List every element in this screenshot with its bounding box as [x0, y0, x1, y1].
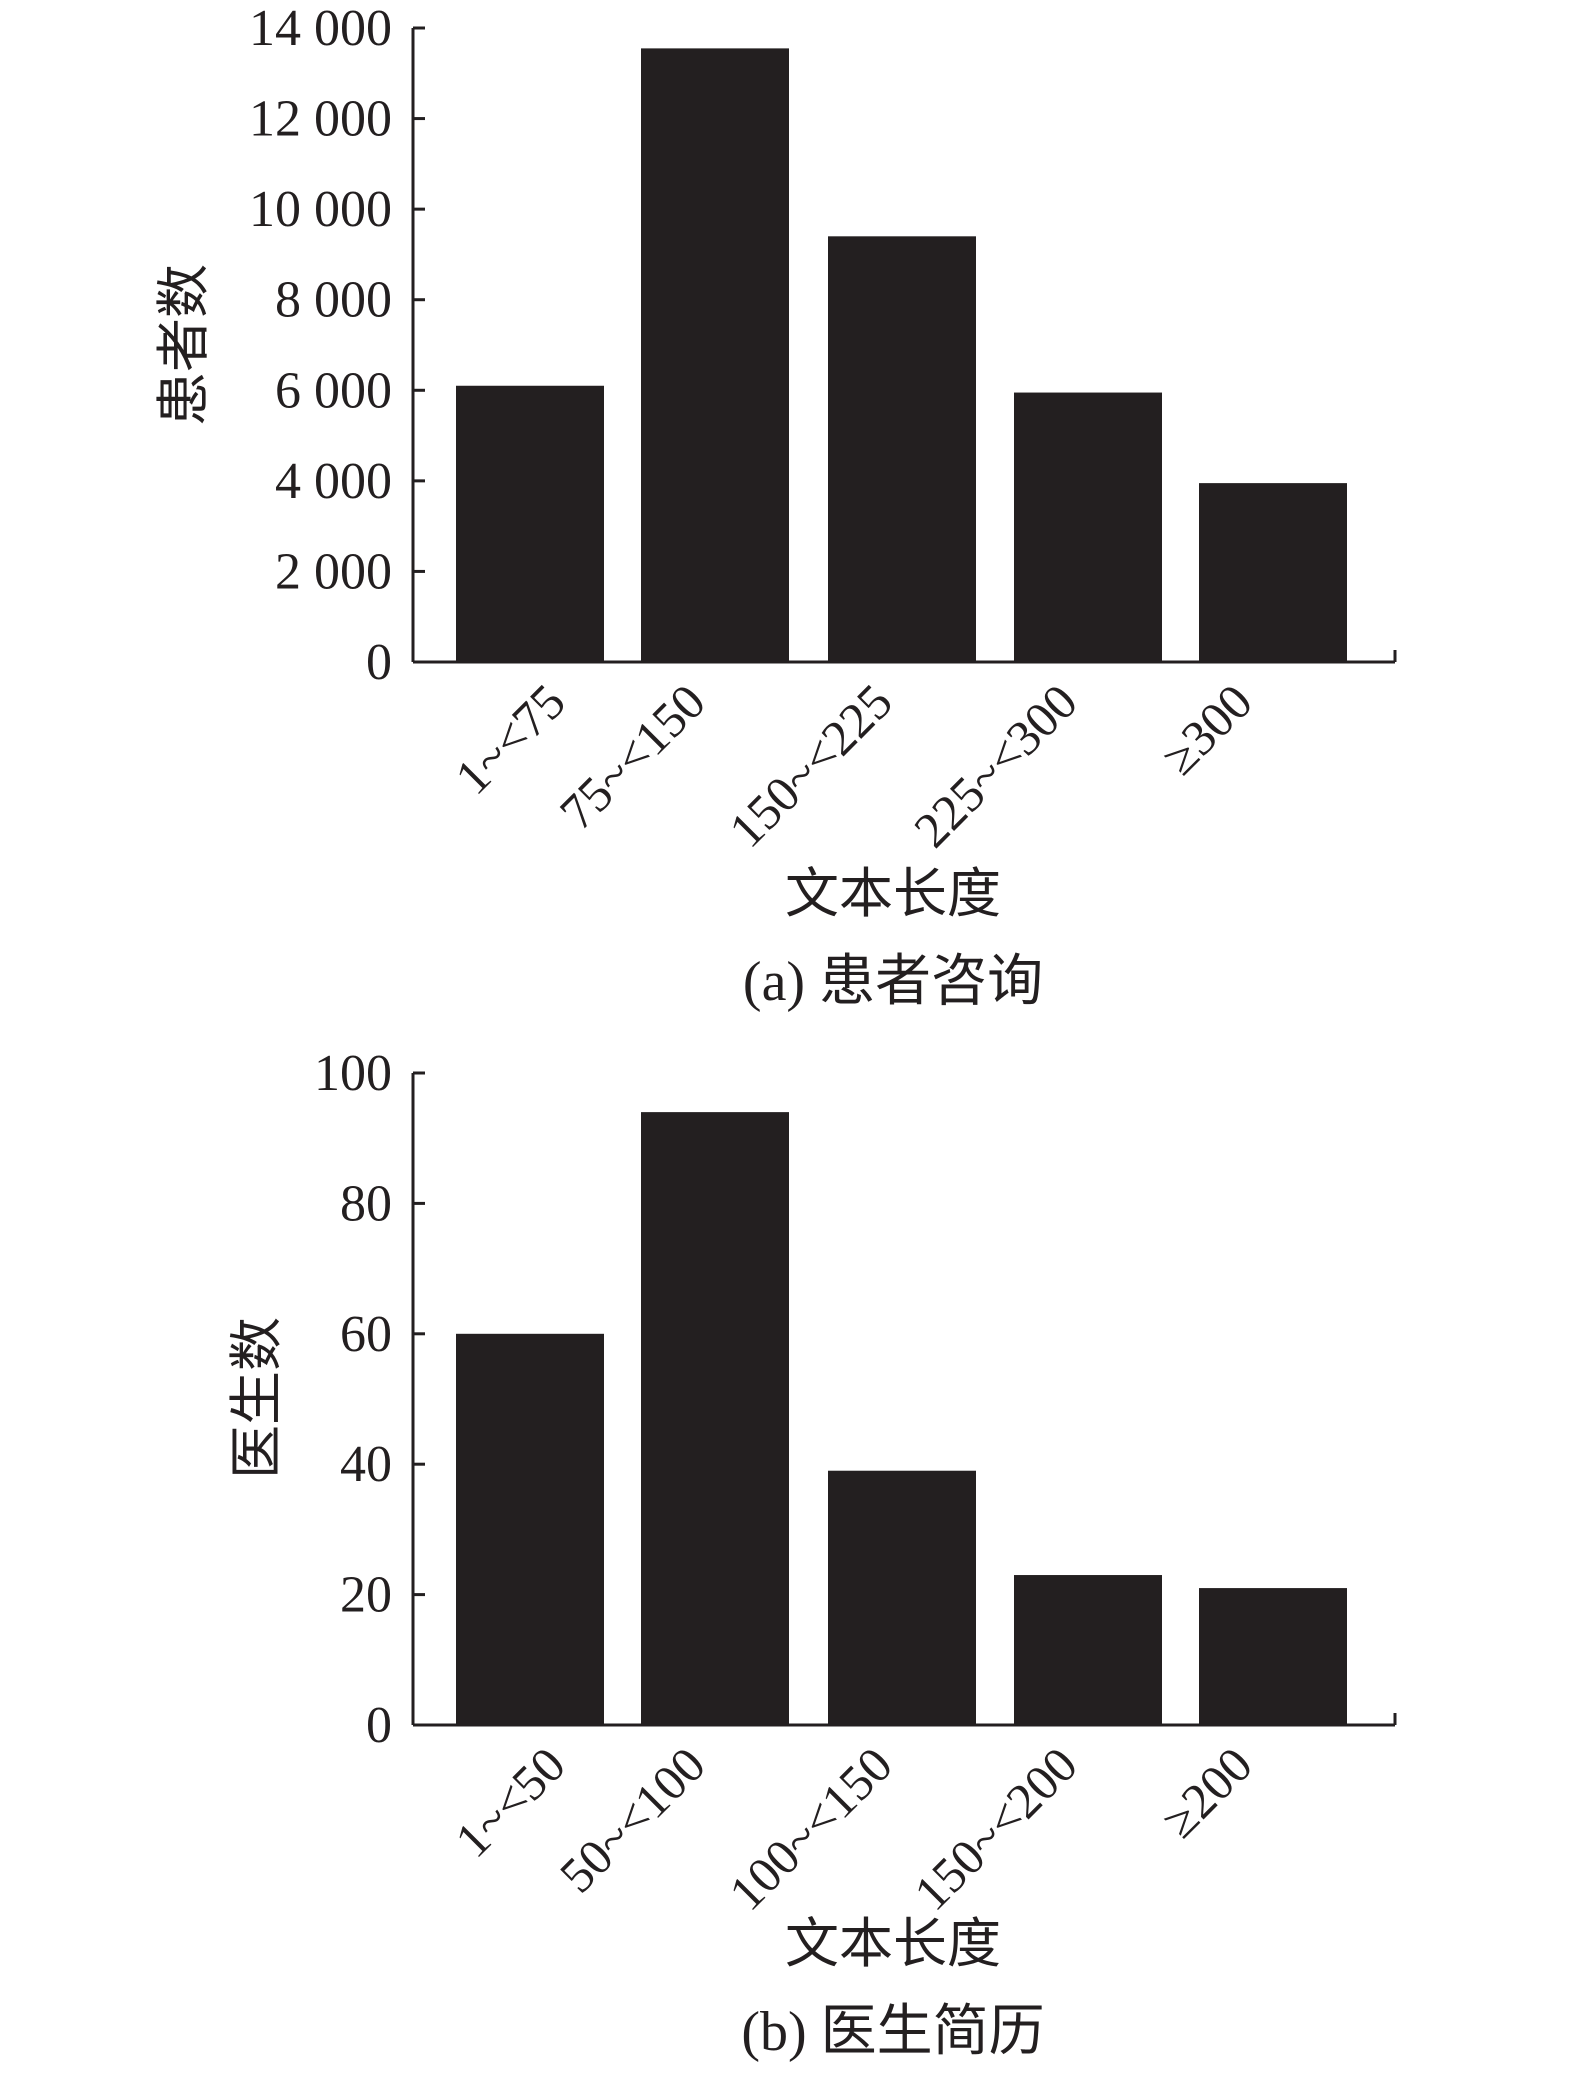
y-tick-label: 10 000 — [249, 181, 392, 238]
y-tick-label: 0 — [366, 634, 392, 691]
y-tick-label: 0 — [366, 1697, 392, 1754]
bar-a-0 — [456, 385, 604, 662]
y-tick-label: 12 000 — [249, 91, 392, 148]
y-tick-label: 80 — [340, 1175, 392, 1232]
y-tick-label: 100 — [314, 1045, 392, 1102]
x-category-label: 225~<300 — [903, 673, 1088, 858]
y-axis-title: 患者数 — [154, 264, 214, 426]
bar-a-2 — [828, 236, 976, 663]
y-axis-title: 医生数 — [227, 1317, 287, 1479]
x-axis-title: 文本长度 — [785, 1914, 1001, 1974]
y-tick-label: 6 000 — [275, 362, 392, 419]
bar-b-0 — [456, 1333, 604, 1725]
x-category-label: 50~<100 — [549, 1736, 716, 1903]
bar-b-2 — [828, 1470, 976, 1725]
x-category-label: 1~<75 — [444, 673, 576, 805]
y-tick-label: 20 — [340, 1567, 392, 1624]
chart-panel-a: 0 2 000 4 000 6 000 8 000 10 000 12 000 14 000 1… — [154, 0, 1397, 1013]
bar-b-3 — [1014, 1575, 1162, 1725]
x-category-label: ≥300 — [1151, 673, 1263, 785]
bar-a-3 — [1014, 392, 1162, 662]
panel-caption: (b) 医生简历 — [741, 2001, 1044, 2063]
panel-caption: (a) 患者咨询 — [743, 951, 1043, 1013]
bar-a-1 — [641, 48, 789, 663]
bar-b-1 — [641, 1112, 789, 1725]
x-category-label: 75~<150 — [549, 673, 716, 840]
y-tick-label: 40 — [340, 1436, 392, 1493]
y-tick-label: 2 000 — [275, 543, 392, 600]
y-tick-label: 14 000 — [249, 0, 392, 57]
x-category-label: 150~<225 — [718, 673, 903, 858]
y-tick-label: 60 — [340, 1306, 392, 1363]
bar-b-4 — [1199, 1588, 1347, 1725]
y-tick-label: 4 000 — [275, 453, 392, 510]
x-category-label: 100~<150 — [718, 1736, 903, 1921]
x-category-label: 1~<50 — [444, 1736, 576, 1868]
x-category-label: 150~<200 — [903, 1736, 1088, 1921]
x-category-label: ≥200 — [1151, 1736, 1263, 1848]
y-tick-label: 8 000 — [275, 272, 392, 329]
x-axis-title: 文本长度 — [785, 864, 1001, 924]
bar-a-4 — [1199, 483, 1347, 662]
